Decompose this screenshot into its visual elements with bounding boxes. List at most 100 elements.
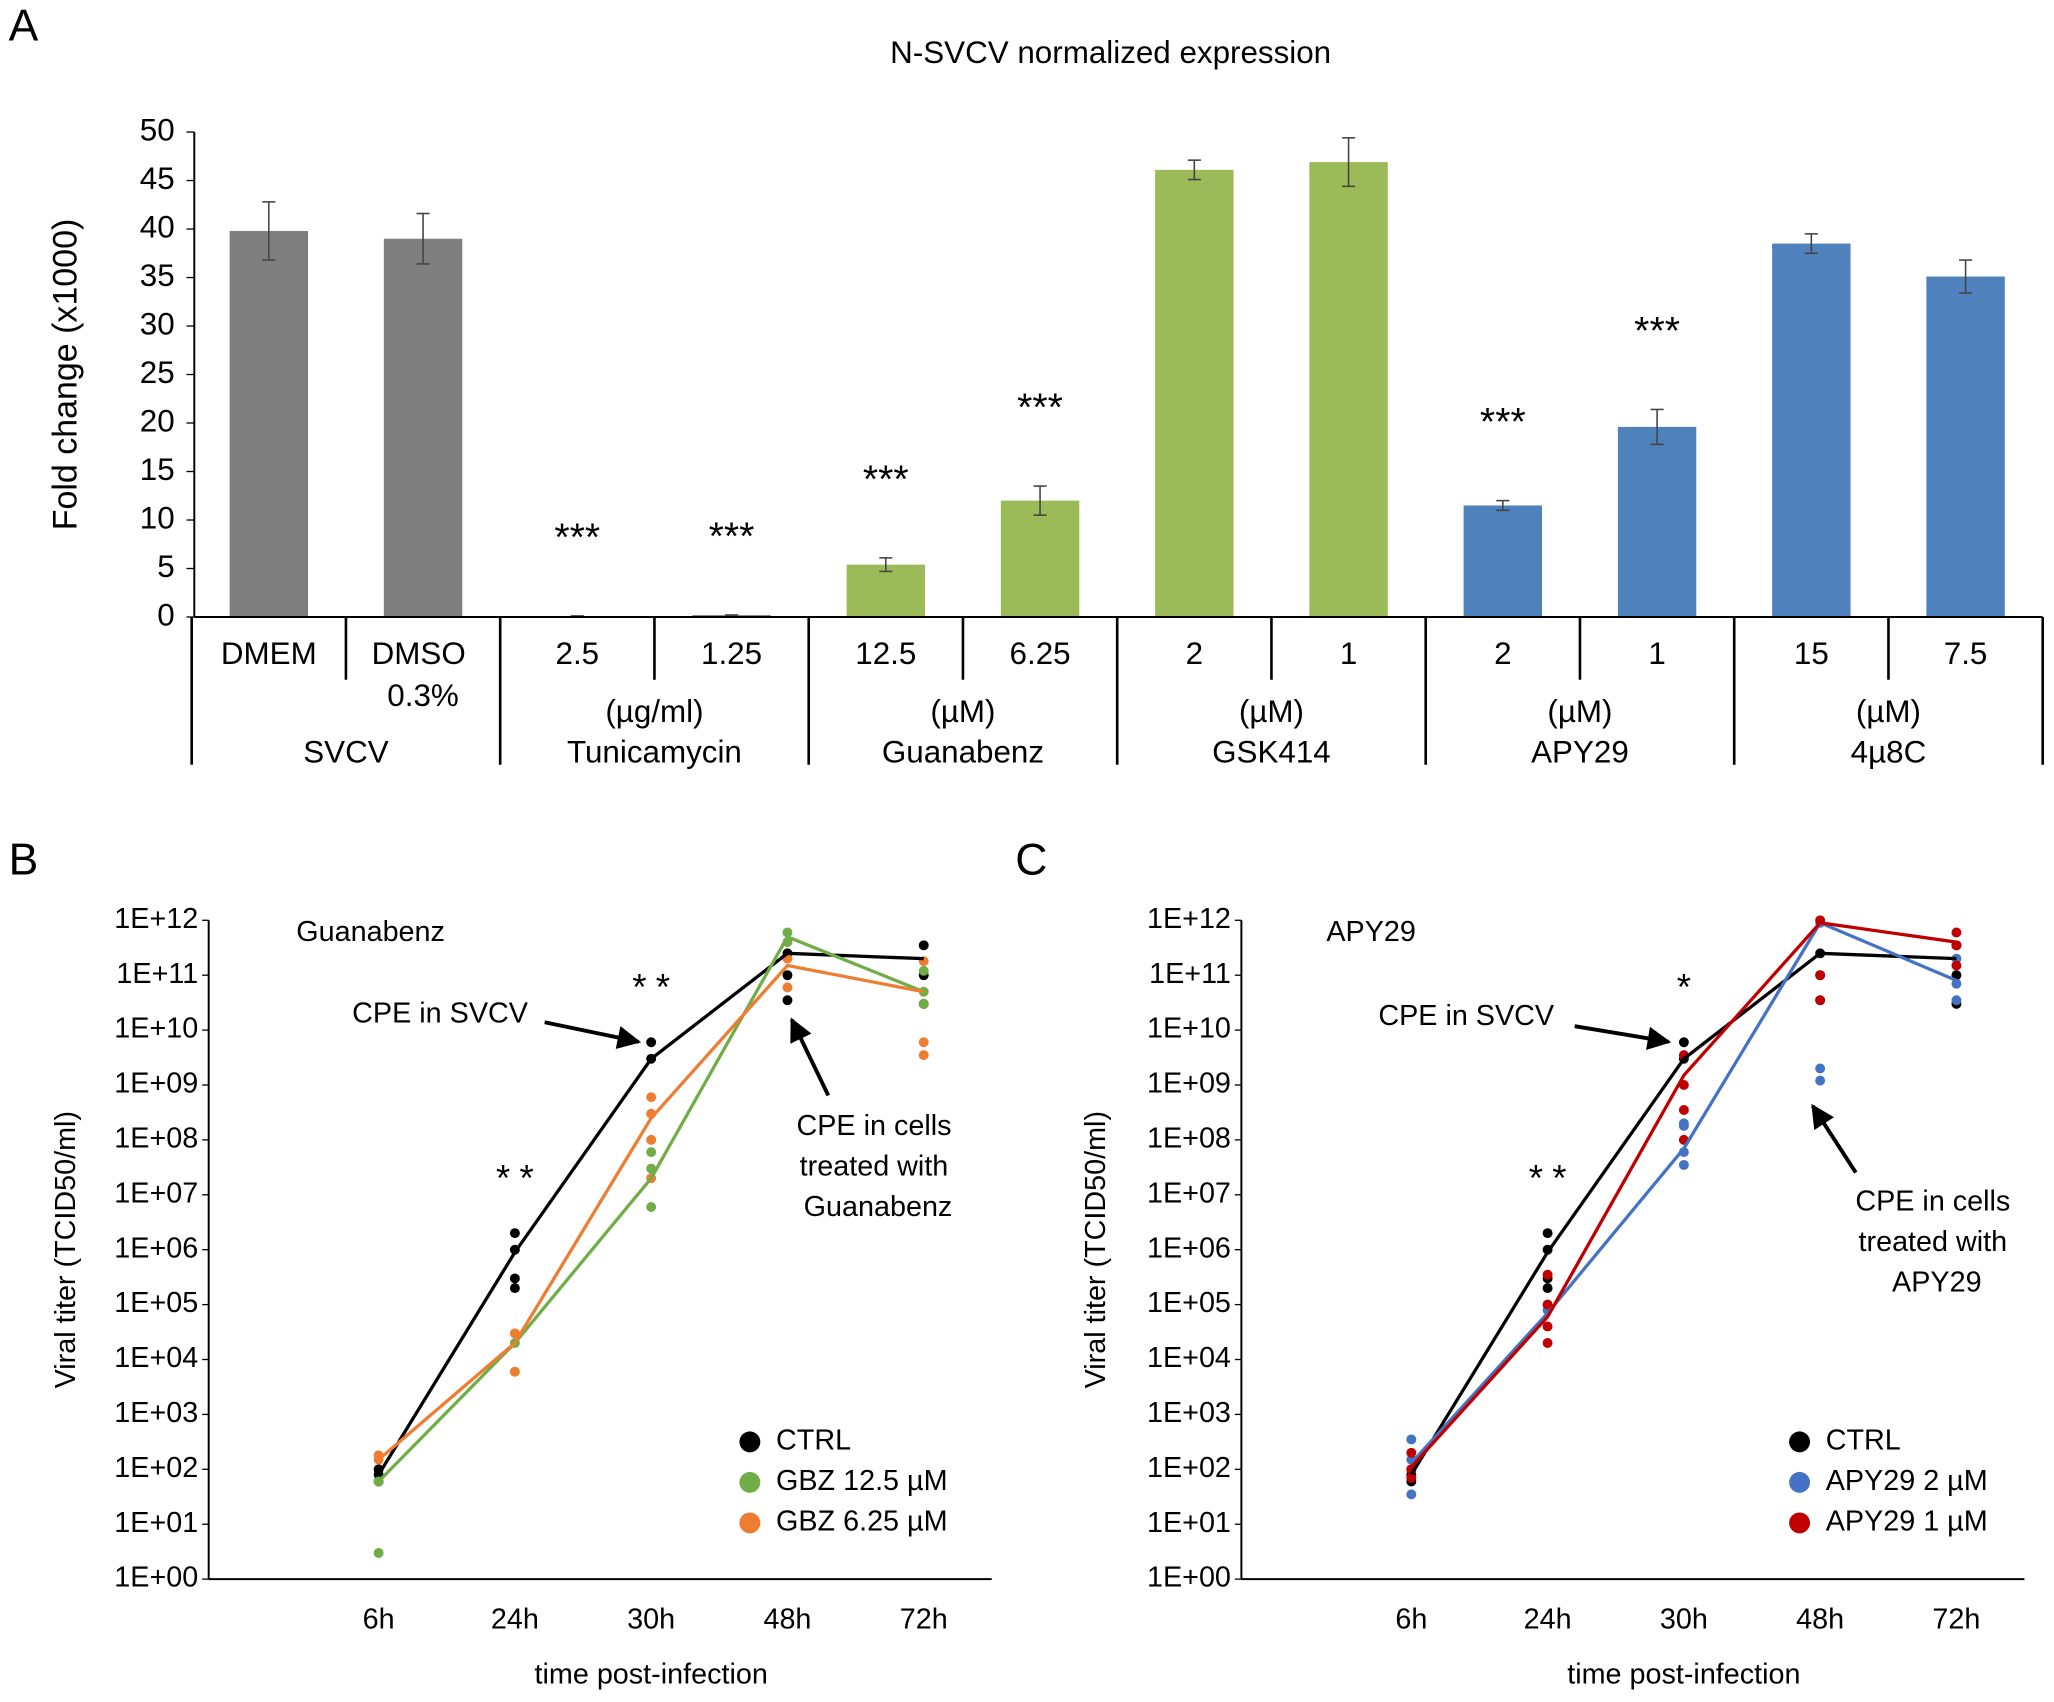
- data-point: [1406, 1447, 1417, 1458]
- data-point: [646, 1202, 657, 1212]
- x-tick-label: 1: [1648, 637, 1665, 672]
- series-line: [377, 934, 925, 1483]
- y-tick-label: 1E+01: [1147, 1507, 1231, 1539]
- data-point: [1951, 970, 1962, 981]
- legend-label: GBZ 6.25 µM: [776, 1506, 948, 1538]
- y-tick-label: 1E+05: [1147, 1287, 1231, 1319]
- callout: CPE in SVCV: [1378, 1000, 1555, 1032]
- legend-marker: [1789, 1512, 1811, 1534]
- y-tick-label: 1E+09: [114, 1068, 198, 1100]
- data-point: [1542, 1283, 1553, 1294]
- text-line: 2.5: [556, 637, 600, 672]
- y-tick-label: 1E+11: [1149, 958, 1231, 990]
- series-line: [377, 963, 925, 1461]
- text-line: 1: [1340, 637, 1357, 672]
- significance: *: [632, 967, 646, 1008]
- y-tick-label: 25: [140, 355, 175, 390]
- subtitle: APY29: [1326, 916, 1416, 948]
- y-tick-label: 10: [140, 500, 175, 535]
- bar: [1926, 276, 2005, 618]
- data-point: [1678, 1120, 1689, 1131]
- significance: ***: [709, 516, 755, 559]
- significance: ***: [1480, 401, 1526, 444]
- data-point: [1678, 1037, 1689, 1048]
- y-tick-label: 1E+04: [1147, 1342, 1231, 1374]
- text-line: CPE in cells: [796, 1109, 959, 1141]
- y-tick-label: 1E+10: [1147, 1013, 1231, 1045]
- callout: CPE in cells treated with Guanabenz: [796, 1109, 959, 1222]
- x-tick-label: 30h: [627, 1604, 675, 1636]
- group-label: GSK414: [1212, 735, 1331, 770]
- group-unit: (µg/ml): [605, 694, 703, 729]
- y-tick-label: 1E+01: [114, 1507, 198, 1539]
- data-point: [1815, 970, 1826, 981]
- data-point: [1542, 1228, 1553, 1239]
- x-tick-label: 2.5: [556, 637, 600, 672]
- callout: CPE in SVCV: [352, 997, 529, 1029]
- legend-marker: [739, 1471, 761, 1493]
- data-point: [1542, 1299, 1553, 1310]
- y-tick-label: 1E+11: [116, 958, 198, 990]
- y-tick-label: 1E+00: [114, 1562, 198, 1594]
- legend-marker: [1789, 1431, 1811, 1453]
- significance: *: [1677, 967, 1691, 1008]
- legend-label: APY29 2 µM: [1826, 1465, 1988, 1497]
- legend-marker: [1789, 1471, 1811, 1493]
- data-point: [782, 927, 793, 938]
- data-point: [509, 1283, 520, 1294]
- x-tick-label: 30h: [1660, 1604, 1708, 1636]
- callout-arrow: [789, 1017, 831, 1097]
- data-point: [918, 940, 929, 951]
- legend-label: GBZ 12.5 µM: [776, 1465, 948, 1497]
- x-tick-label: 2: [1186, 637, 1203, 672]
- x-tick-label: 24h: [1524, 1604, 1572, 1636]
- y-tick-label: 15: [140, 452, 175, 487]
- significance: *: [496, 1158, 510, 1199]
- data-point: [918, 1050, 929, 1061]
- text-line: 6.25: [1010, 637, 1071, 672]
- y-tick-label: 1E+07: [1147, 1177, 1231, 1209]
- x-tick-label: 24h: [491, 1604, 539, 1636]
- text-line: Guanabenz: [804, 1190, 953, 1222]
- y-tick-label: 40: [140, 209, 175, 244]
- text-line: 7.5: [1944, 637, 1988, 672]
- group-label: SVCV: [303, 735, 388, 770]
- x-tick-label: 15: [1794, 637, 1829, 672]
- group-label: 4µ8C: [1851, 735, 1927, 770]
- text-line: CPE in SVCV: [1378, 1000, 1555, 1032]
- significance: ***: [1634, 310, 1680, 353]
- subtitle: Guanabenz: [296, 916, 445, 948]
- y-tick-label: 1E+03: [114, 1397, 198, 1429]
- data-point: [918, 965, 929, 976]
- text-line: treated with: [1859, 1226, 2016, 1258]
- data-point: [646, 1134, 657, 1145]
- text-line: APY29: [1892, 1266, 1982, 1298]
- data-point: [1542, 1321, 1553, 1332]
- y-tick-label: 1E+03: [1147, 1397, 1231, 1429]
- significance: *: [1529, 1158, 1543, 1199]
- y-tick-label: 1E+10: [114, 1013, 198, 1045]
- data-point: [1406, 1434, 1417, 1445]
- legend-label: CTRL: [1826, 1424, 1901, 1456]
- callout-arrow: [544, 1020, 642, 1050]
- text-line: 2: [1494, 637, 1511, 672]
- text-line: 1.25: [701, 637, 762, 672]
- x-tick-label: 12.5: [855, 637, 916, 672]
- x-tick-label: 6h: [363, 1604, 395, 1636]
- data-point: [1542, 1338, 1553, 1348]
- text-line: 0.3%: [387, 678, 458, 713]
- data-point: [782, 995, 793, 1006]
- bar: [1309, 162, 1388, 618]
- x-tick-label: 2: [1494, 637, 1511, 672]
- text-line: 1: [1648, 637, 1665, 672]
- y-tick-label: 1E+09: [1147, 1068, 1231, 1100]
- x-tick-label: 72h: [1932, 1604, 1980, 1636]
- y-axis-label: Viral titer (TCID50/ml): [1080, 1111, 1112, 1388]
- bar: [1000, 500, 1080, 618]
- y-axis-label: Viral titer (TCID50/ml): [50, 1111, 82, 1388]
- x-tick-label: 48h: [763, 1604, 811, 1636]
- data-point: [646, 1037, 657, 1048]
- data-point: [1406, 1472, 1417, 1483]
